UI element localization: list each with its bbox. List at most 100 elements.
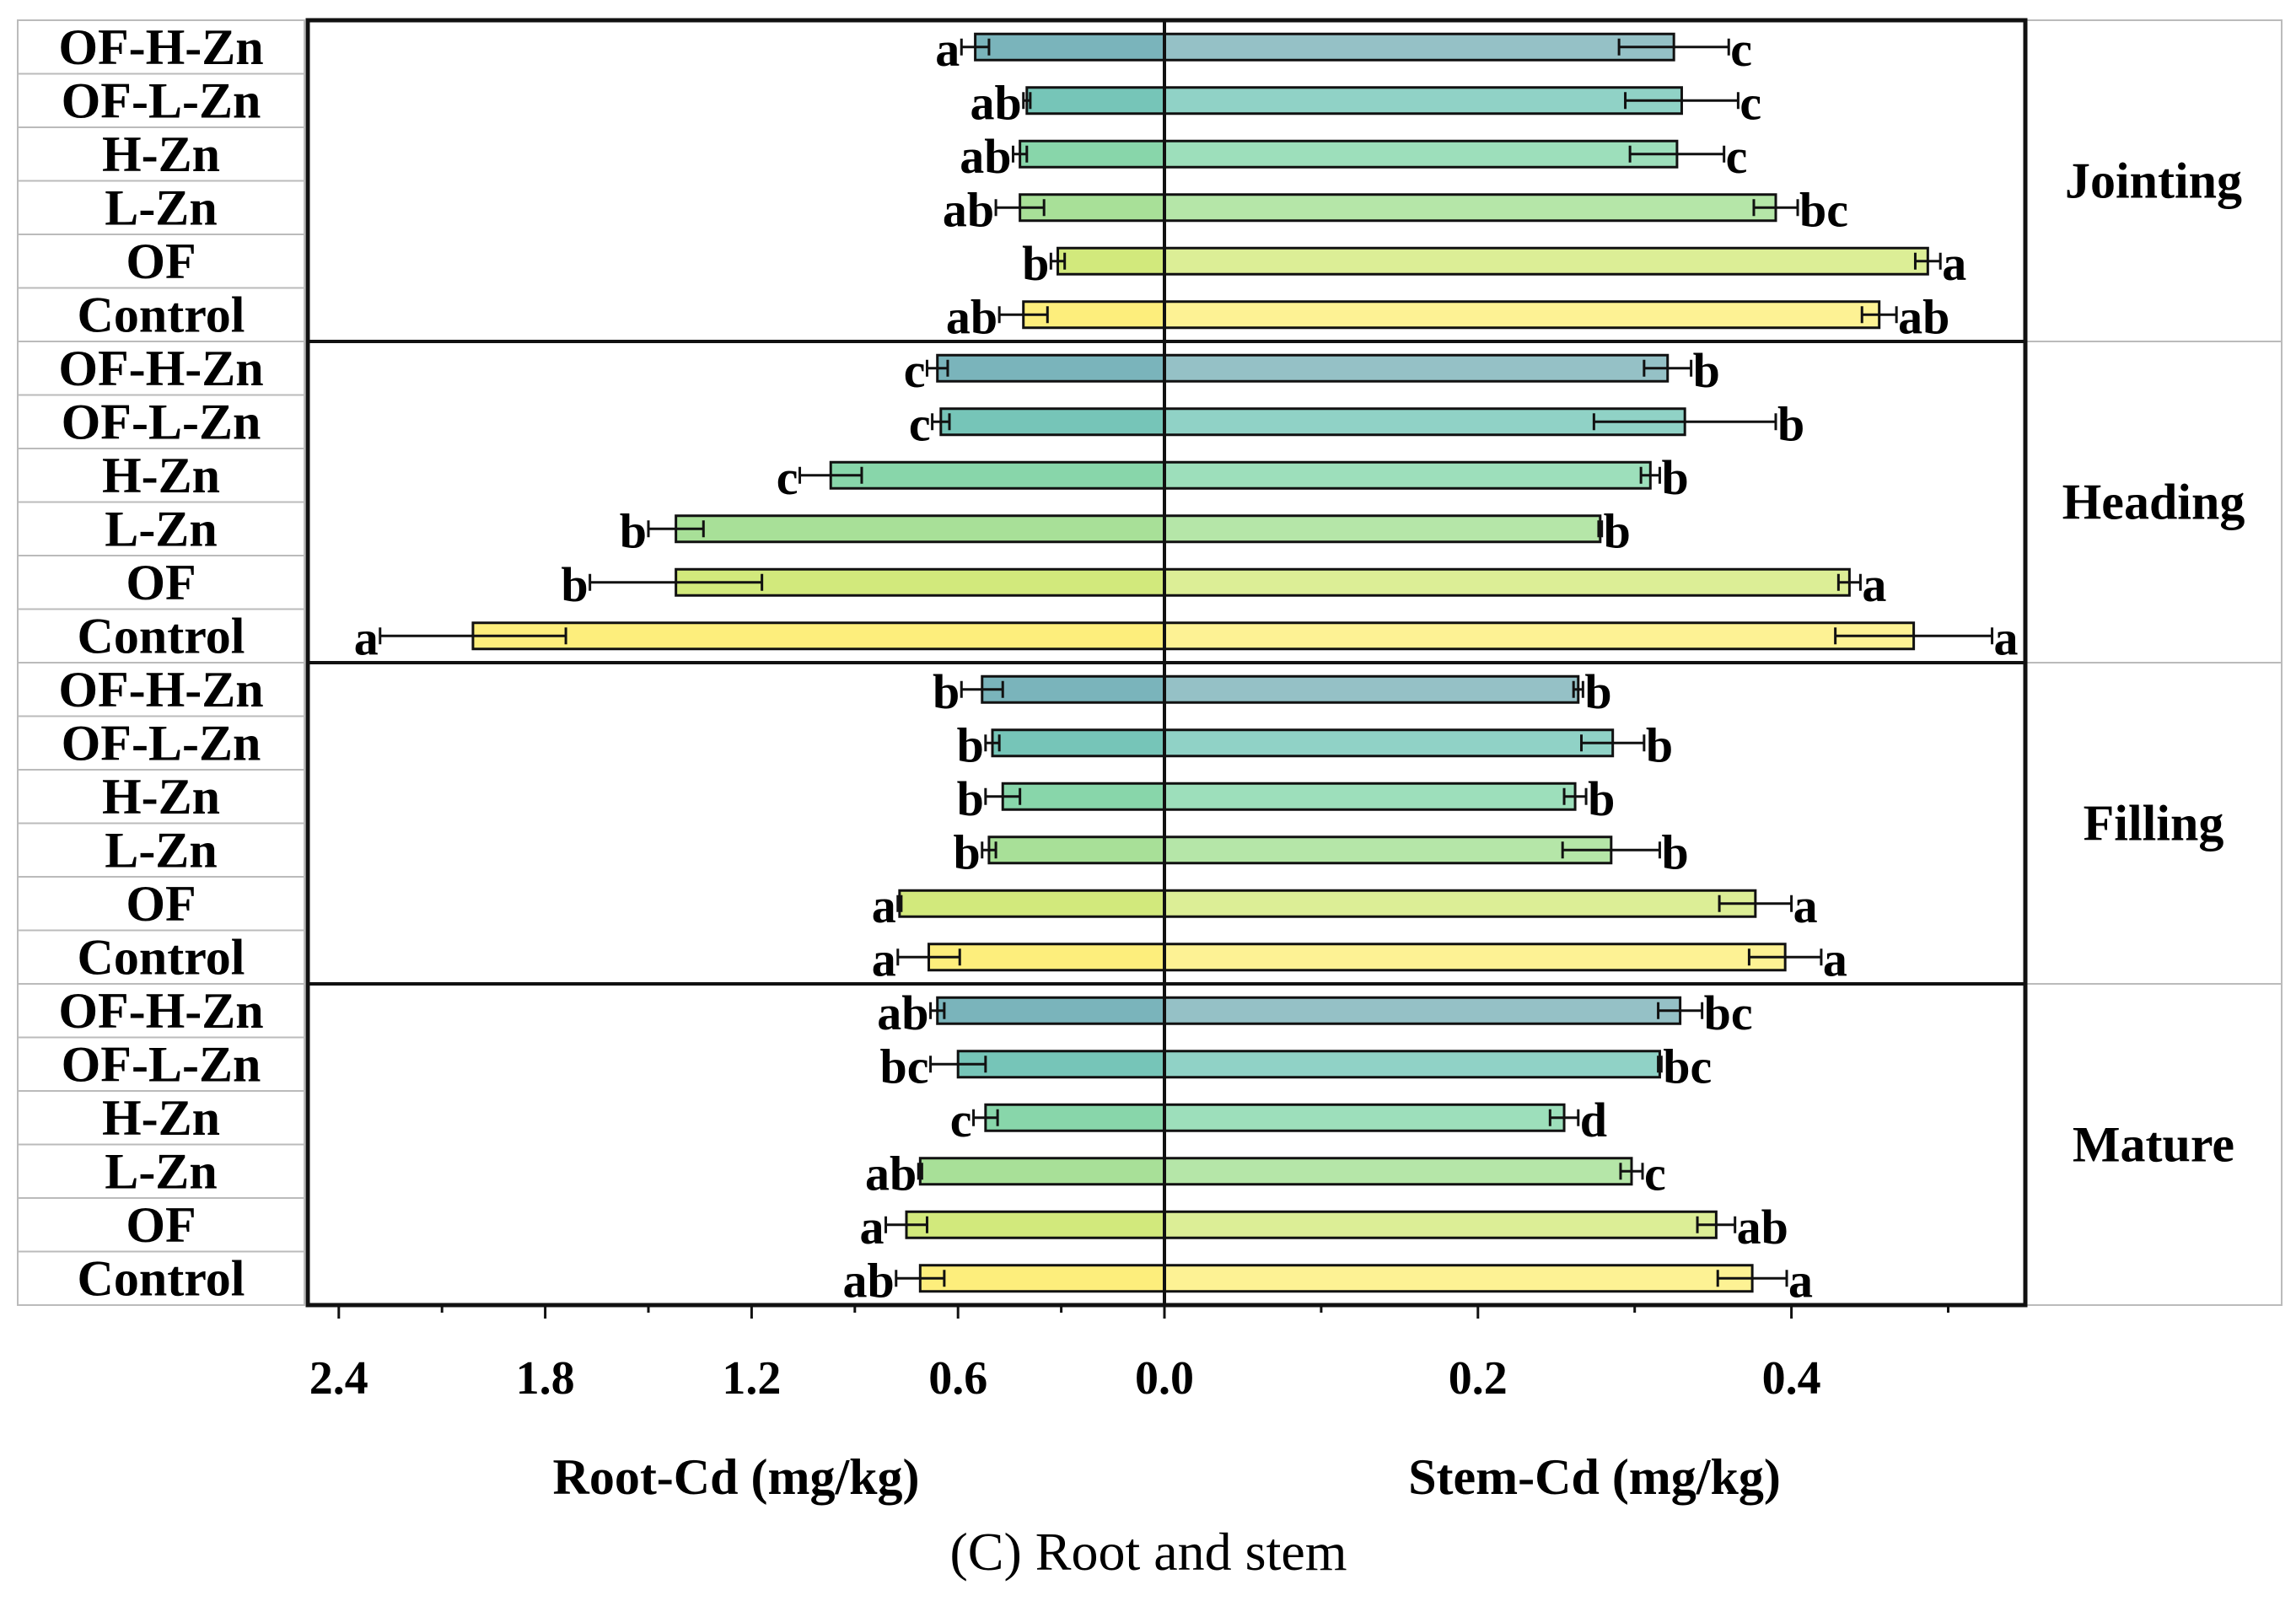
stem-significance-letter: a <box>1788 1253 1813 1308</box>
figure-caption: (C) Root and stem <box>949 1522 1347 1582</box>
treatment-label: OF <box>126 234 196 289</box>
root-tick-label: 0.6 <box>928 1352 987 1405</box>
stem-bar <box>1163 728 1615 758</box>
stage-label: Filling <box>2084 796 2224 852</box>
stem-significance-letter: bc <box>1799 182 1848 237</box>
root-significance-letter: ab <box>946 289 997 344</box>
stem-significance-letter: a <box>1823 932 1847 986</box>
root-significance-letter: ab <box>960 129 1011 184</box>
root-significance-letter: a <box>872 878 896 933</box>
root-bar <box>981 674 1166 704</box>
stage-label: Heading <box>2062 475 2245 530</box>
stem-significance-letter: a <box>1793 878 1818 933</box>
stem-significance-letter: a <box>1994 610 2019 665</box>
treatment-label: H-Zn <box>102 1090 220 1146</box>
root-bar <box>974 32 1166 62</box>
root-bar <box>991 728 1166 758</box>
root-bar <box>956 1050 1166 1079</box>
stem-bar <box>1163 139 1679 169</box>
root-bar <box>1057 246 1166 276</box>
plot-frame <box>305 18 2028 1308</box>
stem-bar <box>1163 1103 1566 1132</box>
stem-bar <box>1163 782 1577 811</box>
root-bar <box>471 621 1166 651</box>
root-tick-label: 1.8 <box>516 1352 575 1405</box>
treatment-label: Control <box>78 287 245 342</box>
treatment-label: Control <box>78 1250 245 1306</box>
treatment-label: OF-H-Zn <box>58 983 263 1039</box>
stem-significance-letter: b <box>1646 717 1673 772</box>
treatment-label: OF-L-Zn <box>62 73 261 128</box>
root-significance-letter: a <box>935 22 960 77</box>
root-bar <box>905 1210 1166 1239</box>
treatment-label: L-Zn <box>105 501 217 556</box>
root-significance-letter: b <box>561 557 588 612</box>
treatment-label: L-Zn <box>105 822 217 878</box>
stem-bar <box>1163 674 1580 704</box>
stem-bar <box>1163 353 1670 383</box>
stem-significance-letter: a <box>1942 236 1966 291</box>
stem-significance-letter: b <box>1661 450 1688 505</box>
treatment-label: OF <box>126 555 196 610</box>
stem-bar <box>1163 86 1683 116</box>
root-bar <box>936 996 1166 1025</box>
root-significance-letter: b <box>953 825 980 879</box>
root-significance-letter: ab <box>877 986 928 1040</box>
stem-bar <box>1163 621 1916 651</box>
treatment-label: Control <box>78 608 245 664</box>
root-significance-letter: a <box>860 1200 885 1254</box>
stem-significance-letter: c <box>1726 129 1748 184</box>
treatment-label: Control <box>78 929 245 985</box>
caption-letter: C <box>968 1522 1004 1582</box>
root-bar <box>1019 139 1166 169</box>
root-bar <box>936 353 1166 383</box>
root-significance-letter: a <box>354 610 379 665</box>
stem-bar <box>1163 1264 1754 1293</box>
caption-text: Root and stem <box>1035 1522 1347 1582</box>
root-tick-label: 1.2 <box>722 1352 781 1405</box>
treatment-label: OF <box>126 876 196 932</box>
root-bar <box>987 835 1166 865</box>
stem-bar <box>1163 300 1881 330</box>
root-significance-letter: b <box>957 771 984 826</box>
stem-bar <box>1163 1050 1661 1079</box>
root-axis-title: Root-Cd (mg/kg) <box>553 1449 920 1505</box>
bars-layer: a cab cab cab bcb aab abc bc bc bb bb aa ab bb bb bb ba a… <box>354 22 2019 1308</box>
stem-significance-letter: b <box>1693 343 1720 398</box>
stem-significance-letter: bc <box>1663 1039 1712 1093</box>
stem-significance-letter: b <box>1661 825 1688 879</box>
root-bar <box>675 514 1166 544</box>
stem-significance-letter: c <box>1644 1146 1666 1201</box>
root-significance-letter: ab <box>842 1253 894 1308</box>
root-bar <box>984 1103 1166 1132</box>
stem-tick-label: 0.4 <box>1762 1352 1821 1405</box>
treatment-label: OF <box>126 1197 196 1253</box>
root-tick-label: 0.0 <box>1135 1352 1194 1405</box>
stem-significance-letter: b <box>1584 664 1611 719</box>
treatment-label: L-Zn <box>105 1143 217 1199</box>
stem-bar <box>1163 32 1675 62</box>
root-significance-letter: bc <box>880 1039 929 1093</box>
root-significance-letter: ab <box>970 75 1021 130</box>
stem-significance-letter: c <box>1739 75 1761 130</box>
stem-bar <box>1163 835 1613 865</box>
stem-bar <box>1163 1210 1718 1239</box>
stem-significance-letter: b <box>1604 503 1631 558</box>
stem-bar <box>1163 889 1757 918</box>
stem-bar <box>1163 514 1602 544</box>
root-significance-letter: b <box>933 664 960 719</box>
stem-significance-letter: d <box>1580 1093 1607 1147</box>
row-label-grid: JointingOF-H-ZnOF-L-ZnH-ZnL-ZnOFControlH… <box>17 19 2283 1306</box>
root-bar <box>928 943 1166 972</box>
root-significance-letter: b <box>1022 236 1049 291</box>
stem-significance-letter: ab <box>1898 289 1949 344</box>
root-bar <box>1001 782 1166 811</box>
stem-bar <box>1163 1157 1633 1186</box>
root-tick-label: 2.4 <box>309 1352 368 1405</box>
treatment-label: H-Zn <box>102 126 220 182</box>
root-significance-letter: a <box>872 932 896 986</box>
treatment-label: OF-H-Zn <box>58 662 263 717</box>
stem-bar <box>1163 193 1777 223</box>
stem-significance-letter: bc <box>1704 986 1753 1040</box>
root-significance-letter: b <box>957 717 984 772</box>
